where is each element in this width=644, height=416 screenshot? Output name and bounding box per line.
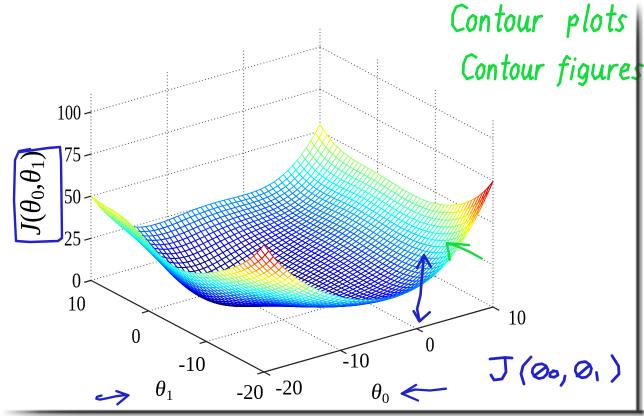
svg-text:-20: -20 xyxy=(237,380,264,404)
svg-text:100: 100 xyxy=(57,101,81,125)
svg-text:0: 0 xyxy=(132,324,141,348)
svg-text:50: 50 xyxy=(64,185,81,209)
svg-text:-20: -20 xyxy=(276,376,303,400)
svg-text:J(θ0,θ1): J(θ0,θ1) xyxy=(16,151,49,236)
svg-text:-10: -10 xyxy=(343,349,370,373)
svg-text:10: 10 xyxy=(68,292,86,316)
svg-text:25: 25 xyxy=(64,227,81,251)
svg-text:θ0: θ0 xyxy=(371,379,389,407)
svg-text:0: 0 xyxy=(426,333,435,357)
svg-text:75: 75 xyxy=(64,143,81,167)
svg-text:-10: -10 xyxy=(179,352,206,376)
svg-text:10: 10 xyxy=(508,306,526,330)
svg-text:θ1: θ1 xyxy=(155,376,173,404)
svg-text:0: 0 xyxy=(72,269,81,293)
